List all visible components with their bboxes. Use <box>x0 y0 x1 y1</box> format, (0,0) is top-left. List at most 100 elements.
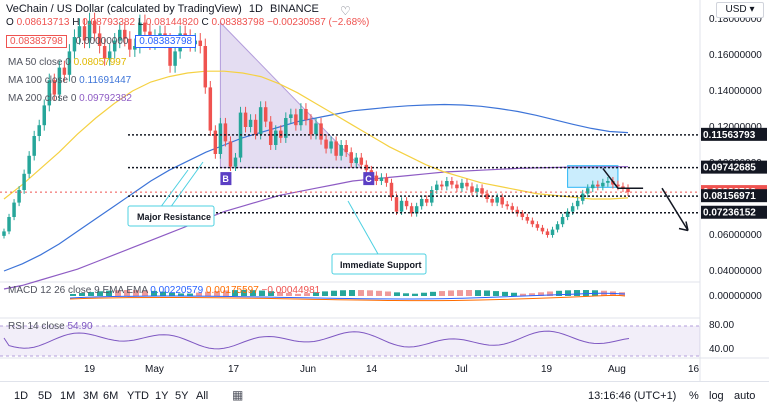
buy-button[interactable]: 0.08383798 <box>135 35 197 48</box>
open-label: O <box>6 17 14 28</box>
range-3m[interactable]: 3M <box>83 390 99 402</box>
open-value: 0.08613713 <box>16 17 70 28</box>
range-1y[interactable]: 1Y <box>155 390 169 402</box>
candle-body <box>248 119 253 127</box>
candle-body <box>228 141 233 167</box>
interval-label[interactable]: 1D <box>248 3 263 15</box>
ohlc-readout: O 0.08613713 H 0.08793382 L 0.08144820 C… <box>6 17 369 28</box>
percent-toggle[interactable]: % <box>689 390 699 402</box>
macd-legend[interactable]: MACD 12 26 close 9 EMA EMA 0.00220579 0.… <box>8 285 320 296</box>
candle-body <box>455 184 459 189</box>
price-axis-label: 0.18000000 <box>709 14 762 25</box>
time-axis-label: Aug <box>608 364 626 375</box>
range-5d[interactable]: 5D <box>38 390 53 402</box>
macd-histogram-bar <box>79 293 85 296</box>
immediate-support-box[interactable] <box>331 253 427 275</box>
macd-histogram-bar <box>115 290 121 296</box>
candle-body <box>440 184 444 187</box>
projection-arrow-line[interactable] <box>661 187 689 231</box>
candle-body <box>22 173 26 190</box>
candle-body <box>309 119 313 135</box>
ma200-line[interactable] <box>3 166 629 290</box>
candle-body <box>329 141 333 149</box>
log-toggle[interactable]: log <box>709 390 724 402</box>
major-resistance-label: Major Resistance <box>137 212 211 222</box>
macd-histogram-bar <box>124 290 130 296</box>
macd-histogram-bar <box>358 290 364 296</box>
ma50-line[interactable] <box>3 70 629 200</box>
candle-body <box>419 199 424 207</box>
time-axis-label: 19 <box>541 364 553 375</box>
macd-histogram-bar <box>205 291 211 296</box>
ma50-legend[interactable]: MA 50 close 0 0.08057997 <box>8 57 126 68</box>
currency-button[interactable]: USD ▾ <box>716 2 764 18</box>
ma50-value: 0.08057997 <box>73 57 127 68</box>
range-all[interactable]: All <box>196 390 209 402</box>
candle-body <box>505 204 509 207</box>
rsi-band <box>0 326 700 356</box>
macd-histogram-bar <box>196 292 202 296</box>
macd-histogram-bar <box>169 292 175 296</box>
rsi-line[interactable] <box>3 330 630 350</box>
spread-value: 0.00000000 <box>75 36 129 47</box>
macd-histogram-bar <box>385 291 391 296</box>
candle-body <box>555 224 560 230</box>
macd-histogram-bar <box>322 291 328 296</box>
range-ytd[interactable]: YTD <box>127 390 149 402</box>
candle-body <box>258 107 263 135</box>
range-1m[interactable]: 1M <box>60 390 76 402</box>
candle-body <box>42 105 47 126</box>
candle-body <box>520 213 525 217</box>
macd-value-2: 0.00175597 <box>205 285 259 296</box>
bottom-toolbar: 1D 5D 1M 3M 6M YTD 1Y 5Y All ▦ 13:16:46 … <box>0 381 769 410</box>
immediate-support-label: Immediate Support <box>340 260 422 270</box>
rsi-legend[interactable]: RSI 14 close 54.90 <box>8 321 93 332</box>
ma200-legend[interactable]: MA 200 close 0 0.09792382 <box>8 93 132 104</box>
level-price-label: 0.11563793 <box>703 130 756 141</box>
sell-button[interactable]: 0.08383798 <box>6 35 67 48</box>
level-price-tag <box>701 205 767 219</box>
macd-histogram-bar <box>313 292 319 296</box>
major-resistance-box[interactable] <box>127 205 215 227</box>
clock-readout[interactable]: 13:16:46 (UTC+1) <box>588 390 677 402</box>
macd-line[interactable] <box>69 292 626 300</box>
macd-histogram-bar <box>493 291 499 296</box>
candle-body <box>334 141 338 156</box>
macd-value-1: 0.00220579 <box>150 285 204 296</box>
candle-body <box>324 139 328 149</box>
marker-c-box[interactable] <box>363 172 375 186</box>
candle-body <box>349 152 353 163</box>
high-value: 0.08793382 <box>82 17 136 28</box>
ma100-legend[interactable]: MA 100 close 0 0.11691447 <box>8 75 131 86</box>
auto-toggle[interactable]: auto <box>734 390 756 402</box>
macd-histogram-bar <box>511 292 517 296</box>
resistance-callout-pointer <box>159 169 189 209</box>
candle-body <box>384 177 389 183</box>
level-price-tag <box>701 127 767 141</box>
candle-body <box>389 182 394 198</box>
macd-signal-line[interactable] <box>69 294 626 302</box>
macd-histogram-bar <box>223 290 229 296</box>
range-1d[interactable]: 1D <box>14 390 29 402</box>
candle-body <box>17 190 21 203</box>
candle-body <box>354 157 359 163</box>
candle-body <box>263 107 268 122</box>
macd-label: MACD 12 26 close 9 EMA EMA <box>8 285 148 296</box>
symbol-title[interactable]: VeChain / US Dollar (calculated by Tradi… <box>6 3 242 15</box>
calendar-icon[interactable]: ▦ <box>232 388 244 402</box>
candle-body <box>289 114 293 118</box>
price-chart[interactable]: 0.18000000 0.16000000 0.14000000 0.12000000… <box>0 0 769 381</box>
marker-b-box[interactable] <box>220 172 232 186</box>
projection-path[interactable] <box>602 167 644 189</box>
marker-b-label: B <box>222 174 229 184</box>
macd-histogram-bar <box>178 293 184 296</box>
candle-body <box>253 119 258 135</box>
macd-histogram-bar <box>241 290 247 296</box>
change-value: −0.00230587 (−2.68%) <box>267 17 370 28</box>
candle-body <box>495 197 499 203</box>
candle-body <box>470 186 474 192</box>
range-6m[interactable]: 6M <box>103 390 119 402</box>
candle-body <box>133 46 137 50</box>
range-5y[interactable]: 5Y <box>175 390 189 402</box>
favorite-icon[interactable]: ♡ <box>340 4 351 18</box>
